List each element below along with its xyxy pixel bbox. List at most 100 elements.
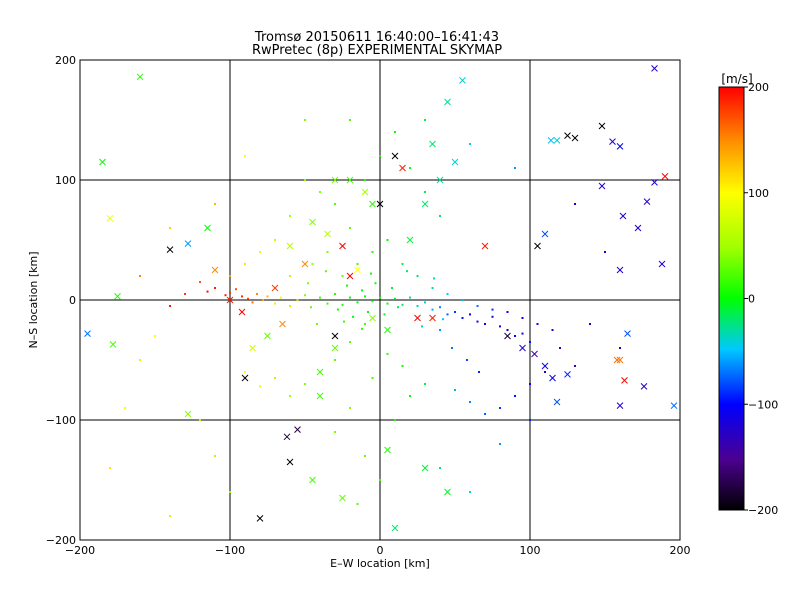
dot-marker (451, 347, 453, 349)
cross-marker (619, 212, 627, 220)
cross-marker (429, 314, 436, 322)
dot-marker (406, 270, 408, 273)
x-axis-label: E–W location [km] (330, 557, 430, 570)
dot-marker (409, 167, 411, 169)
dot-marker (274, 302, 276, 305)
cross-marker (598, 122, 606, 130)
cross-marker (331, 176, 339, 184)
cross-marker (324, 230, 331, 238)
dot-marker (544, 371, 546, 373)
dot-marker (244, 155, 246, 157)
colorbar-tick-label: 100 (748, 187, 769, 200)
dot-marker (337, 308, 339, 311)
dot-marker (262, 299, 264, 301)
dot-marker (371, 377, 374, 379)
dot-marker (476, 305, 479, 307)
dot-marker (394, 131, 396, 133)
dot-marker (304, 383, 306, 385)
cross-marker (519, 344, 526, 352)
dot-marker (229, 275, 231, 277)
dot-marker (334, 359, 336, 361)
dot-marker (326, 251, 329, 253)
cross-marker (264, 332, 271, 340)
colorbar-ticks: 200 100 0 −100 −200 (744, 81, 778, 517)
dot-marker (431, 308, 434, 311)
x-tick-label: 200 (670, 544, 691, 557)
dot-marker (352, 315, 354, 318)
dot-marker (619, 347, 621, 349)
cross-marker (571, 134, 579, 142)
dot-marker (559, 347, 561, 349)
y-tick-label: 0 (69, 294, 76, 307)
cross-marker (346, 272, 354, 280)
dot-marker (319, 191, 321, 193)
dot-marker (224, 294, 227, 297)
dot-marker (229, 291, 231, 294)
dot-marker (551, 329, 554, 331)
dot-marker (214, 203, 216, 205)
x-tick-label: −200 (65, 544, 95, 557)
dot-marker (514, 167, 516, 169)
dot-marker (478, 371, 480, 373)
dot-marker (469, 491, 471, 493)
cross-marker (504, 332, 511, 340)
dot-marker (446, 293, 449, 295)
cross-marker (184, 240, 192, 247)
cross-marker (99, 158, 106, 166)
dot-marker (349, 119, 351, 121)
dot-marker (289, 215, 291, 217)
y-tick-label: −200 (46, 534, 76, 547)
dot-marker (409, 395, 411, 397)
dot-marker (154, 335, 156, 337)
dot-marker (256, 293, 258, 295)
cross-marker (114, 293, 121, 300)
cross-marker (369, 200, 376, 208)
cross-marker (421, 464, 429, 472)
cross-marker (598, 182, 606, 190)
cross-marker (643, 198, 651, 205)
dot-marker (229, 491, 231, 493)
dot-marker (304, 294, 306, 297)
dot-marker (514, 395, 516, 397)
dot-marker (386, 302, 389, 305)
colorbar-tick-label: −100 (748, 398, 778, 411)
dot-marker (304, 179, 306, 181)
cross-marker (651, 179, 658, 186)
dot-marker (247, 297, 249, 300)
dot-marker (349, 227, 351, 229)
dot-marker (349, 296, 351, 299)
dot-marker (289, 395, 291, 397)
y-axis-ticks: −200 −100 0 100 200 (46, 54, 76, 547)
cross-marker (106, 215, 114, 222)
cross-marker (406, 236, 414, 244)
dot-marker (199, 281, 201, 283)
dot-marker (421, 325, 423, 328)
dot-marker (251, 301, 254, 304)
dot-marker (439, 467, 441, 469)
dot-marker (476, 320, 479, 323)
dot-marker (499, 443, 501, 445)
dot-marker (334, 293, 336, 295)
cross-marker (279, 320, 286, 328)
cross-marker (238, 308, 246, 316)
dot-marker (356, 301, 359, 304)
cross-marker (376, 200, 384, 208)
dot-marker (364, 179, 366, 181)
cross-marker (564, 371, 571, 378)
cross-marker (459, 77, 466, 84)
cross-marker (301, 260, 309, 268)
dot-marker (469, 313, 471, 316)
cross-marker (609, 138, 616, 145)
dot-marker (259, 251, 261, 253)
cross-marker (421, 200, 429, 208)
dot-marker (394, 419, 396, 421)
x-tick-label: 0 (377, 544, 384, 557)
dot-marker (574, 203, 576, 205)
cross-marker (346, 176, 354, 184)
colorbar-tick-label: 200 (748, 81, 769, 94)
dot-marker (334, 203, 336, 205)
dot-marker (235, 288, 237, 291)
dot-marker (499, 407, 501, 409)
cross-marker (616, 266, 624, 274)
y-tick-label: 100 (55, 174, 76, 187)
